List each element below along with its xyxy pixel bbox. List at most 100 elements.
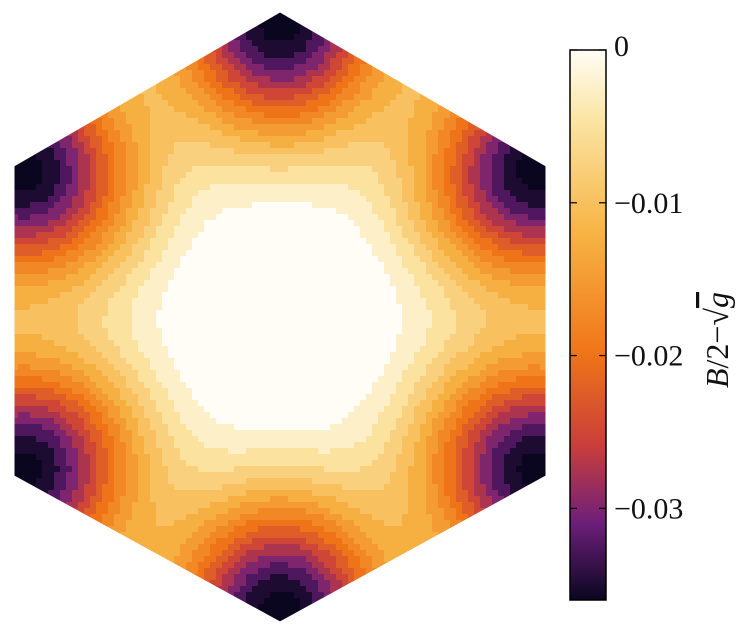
heatmap-cell [528,28,535,35]
heatmap-cell [228,88,235,95]
heatmap-cell [282,94,289,101]
heatmap-cell [486,328,493,335]
heatmap-cell [14,130,19,137]
heatmap-cell [288,12,295,17]
heatmap-cell [240,160,247,167]
heatmap-cell [378,262,385,269]
heatmap-cell [492,142,499,149]
heatmap-cell [492,12,499,17]
heatmap-cell [246,172,253,179]
heatmap-cell [90,100,97,107]
heatmap-cell [510,280,517,287]
heatmap-cell [144,220,151,227]
heatmap-cell [174,262,181,269]
heatmap-cell [498,106,505,113]
heatmap-cell [240,46,247,53]
heatmap-cell [450,22,457,29]
heatmap-cell [342,268,349,275]
heatmap-cell [486,184,493,191]
heatmap-cell [432,316,439,323]
heatmap-cell [114,118,121,125]
heatmap-cell [366,214,373,221]
heatmap-cell [204,220,211,227]
heatmap-cell [504,12,511,17]
heatmap-cell [78,190,85,197]
heatmap-cell [258,316,265,323]
heatmap-cell [216,76,223,83]
heatmap-cell [354,82,361,89]
heatmap-cell [48,262,55,269]
heatmap-cell [216,88,223,95]
heatmap-cell [192,178,199,185]
heatmap-cell [30,274,37,281]
heatmap-cell [78,100,85,107]
heatmap-cell [300,292,307,299]
heatmap-cell [402,94,409,101]
heatmap-cell [192,268,199,275]
heatmap-cell [354,16,361,23]
heatmap-cell [264,226,271,233]
heatmap-cell [204,16,211,23]
heatmap-cell [324,70,331,77]
heatmap-cell [450,40,457,47]
heatmap-cell [438,22,445,29]
heatmap-cell [240,328,247,335]
heatmap-cell [486,232,493,239]
heatmap-cell [14,304,19,311]
heatmap-cell [456,250,463,257]
heatmap-cell [528,58,535,65]
heatmap-cell [348,316,355,323]
heatmap-cell [504,70,511,77]
heatmap-cell [114,148,121,155]
heatmap-cell [240,106,247,113]
heatmap-cell [474,280,481,287]
heatmap-cell [54,316,61,323]
heatmap-cell [396,274,403,281]
heatmap-cell [294,226,301,233]
heatmap-cell [42,190,49,197]
heatmap-cell [36,118,43,125]
heatmap-cell [120,292,127,299]
heatmap-cell [252,298,259,305]
heatmap-cell [510,232,517,239]
heatmap-cell [30,28,37,35]
heatmap-cell [48,286,55,293]
heatmap-cell [108,12,115,17]
heatmap-cell [168,154,175,161]
heatmap-cell [306,172,313,179]
heatmap-cell [378,310,385,317]
heatmap-cell [240,334,247,341]
heatmap-cell [312,208,319,215]
heatmap-cell [78,70,85,77]
heatmap-cell [408,88,415,95]
heatmap-cell [414,208,421,215]
heatmap-cell [258,52,265,59]
heatmap-cell [378,232,385,239]
heatmap-cell [300,196,307,203]
heatmap-cell [432,16,439,23]
heatmap-cell [456,34,463,41]
heatmap-cell [498,262,505,269]
heatmap-cell [354,286,361,293]
heatmap-cell [408,316,415,323]
heatmap-cell [366,268,373,275]
heatmap-cell [384,154,391,161]
heatmap-cell [456,238,463,245]
heatmap-cell [294,160,301,167]
heatmap-cell [102,190,109,197]
heatmap-cell [210,172,217,179]
heatmap-cell [450,58,457,65]
heatmap-cell [270,232,277,239]
heatmap-cell [162,142,169,149]
heatmap-cell [498,316,505,323]
heatmap-cell [228,250,235,257]
heatmap-cell [14,178,19,185]
heatmap-cell [270,322,277,329]
heatmap-cell [522,268,529,275]
heatmap-cell [540,208,546,215]
heatmap-cell [180,256,187,263]
heatmap-cell [318,52,325,59]
heatmap-cell [480,82,487,89]
heatmap-cell [14,262,19,269]
heatmap-cell [42,154,49,161]
